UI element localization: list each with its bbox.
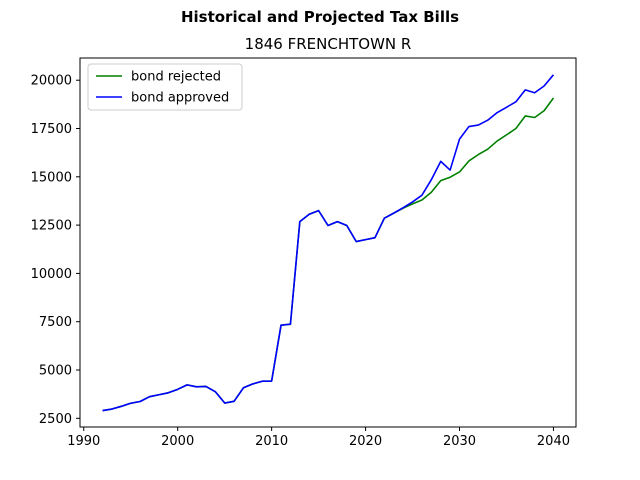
y-tick-label: 20000 <box>31 74 72 89</box>
axes-frame <box>79 57 577 428</box>
y-tick-label: 2500 <box>39 412 72 427</box>
x-tick-label: 2040 <box>537 434 570 449</box>
legend-label-bond-rejected: bond rejected <box>131 70 221 85</box>
y-tick-label: 12500 <box>31 219 72 234</box>
plot-area: 1990 2000 2010 2020 2030 2040 2500 5000 7500 100… <box>31 57 577 449</box>
y-tick-label: 17500 <box>31 122 72 137</box>
legend-items: bond rejected bond approved <box>96 70 229 106</box>
x-tick-label: 1990 <box>67 434 100 449</box>
y-tick-label: 15000 <box>31 170 72 185</box>
series-line-bond-approved <box>102 74 555 412</box>
chart-suptitle: Historical and Projected Tax Bills <box>181 8 459 26</box>
y-axis: 2500 5000 7500 10000 12500 15000 17500 20000 <box>31 74 80 427</box>
y-tick-label: 10000 <box>31 267 72 282</box>
x-tick-label: 2000 <box>161 434 194 449</box>
x-tick-label: 2010 <box>255 434 288 449</box>
legend-box <box>87 63 243 111</box>
legend: bond rejected bond approved <box>87 63 243 111</box>
x-tick-label: 2020 <box>349 434 382 449</box>
series-layer <box>102 74 555 412</box>
y-tick-label: 5000 <box>39 364 72 379</box>
x-axis: 1990 2000 2010 2020 2030 2040 <box>67 427 570 449</box>
chart-title: 1846 FRENCHTOWN R <box>245 35 412 53</box>
legend-label-bond-approved: bond approved <box>131 91 229 106</box>
x-tick-label: 2030 <box>443 434 476 449</box>
y-tick-label: 7500 <box>39 315 72 330</box>
